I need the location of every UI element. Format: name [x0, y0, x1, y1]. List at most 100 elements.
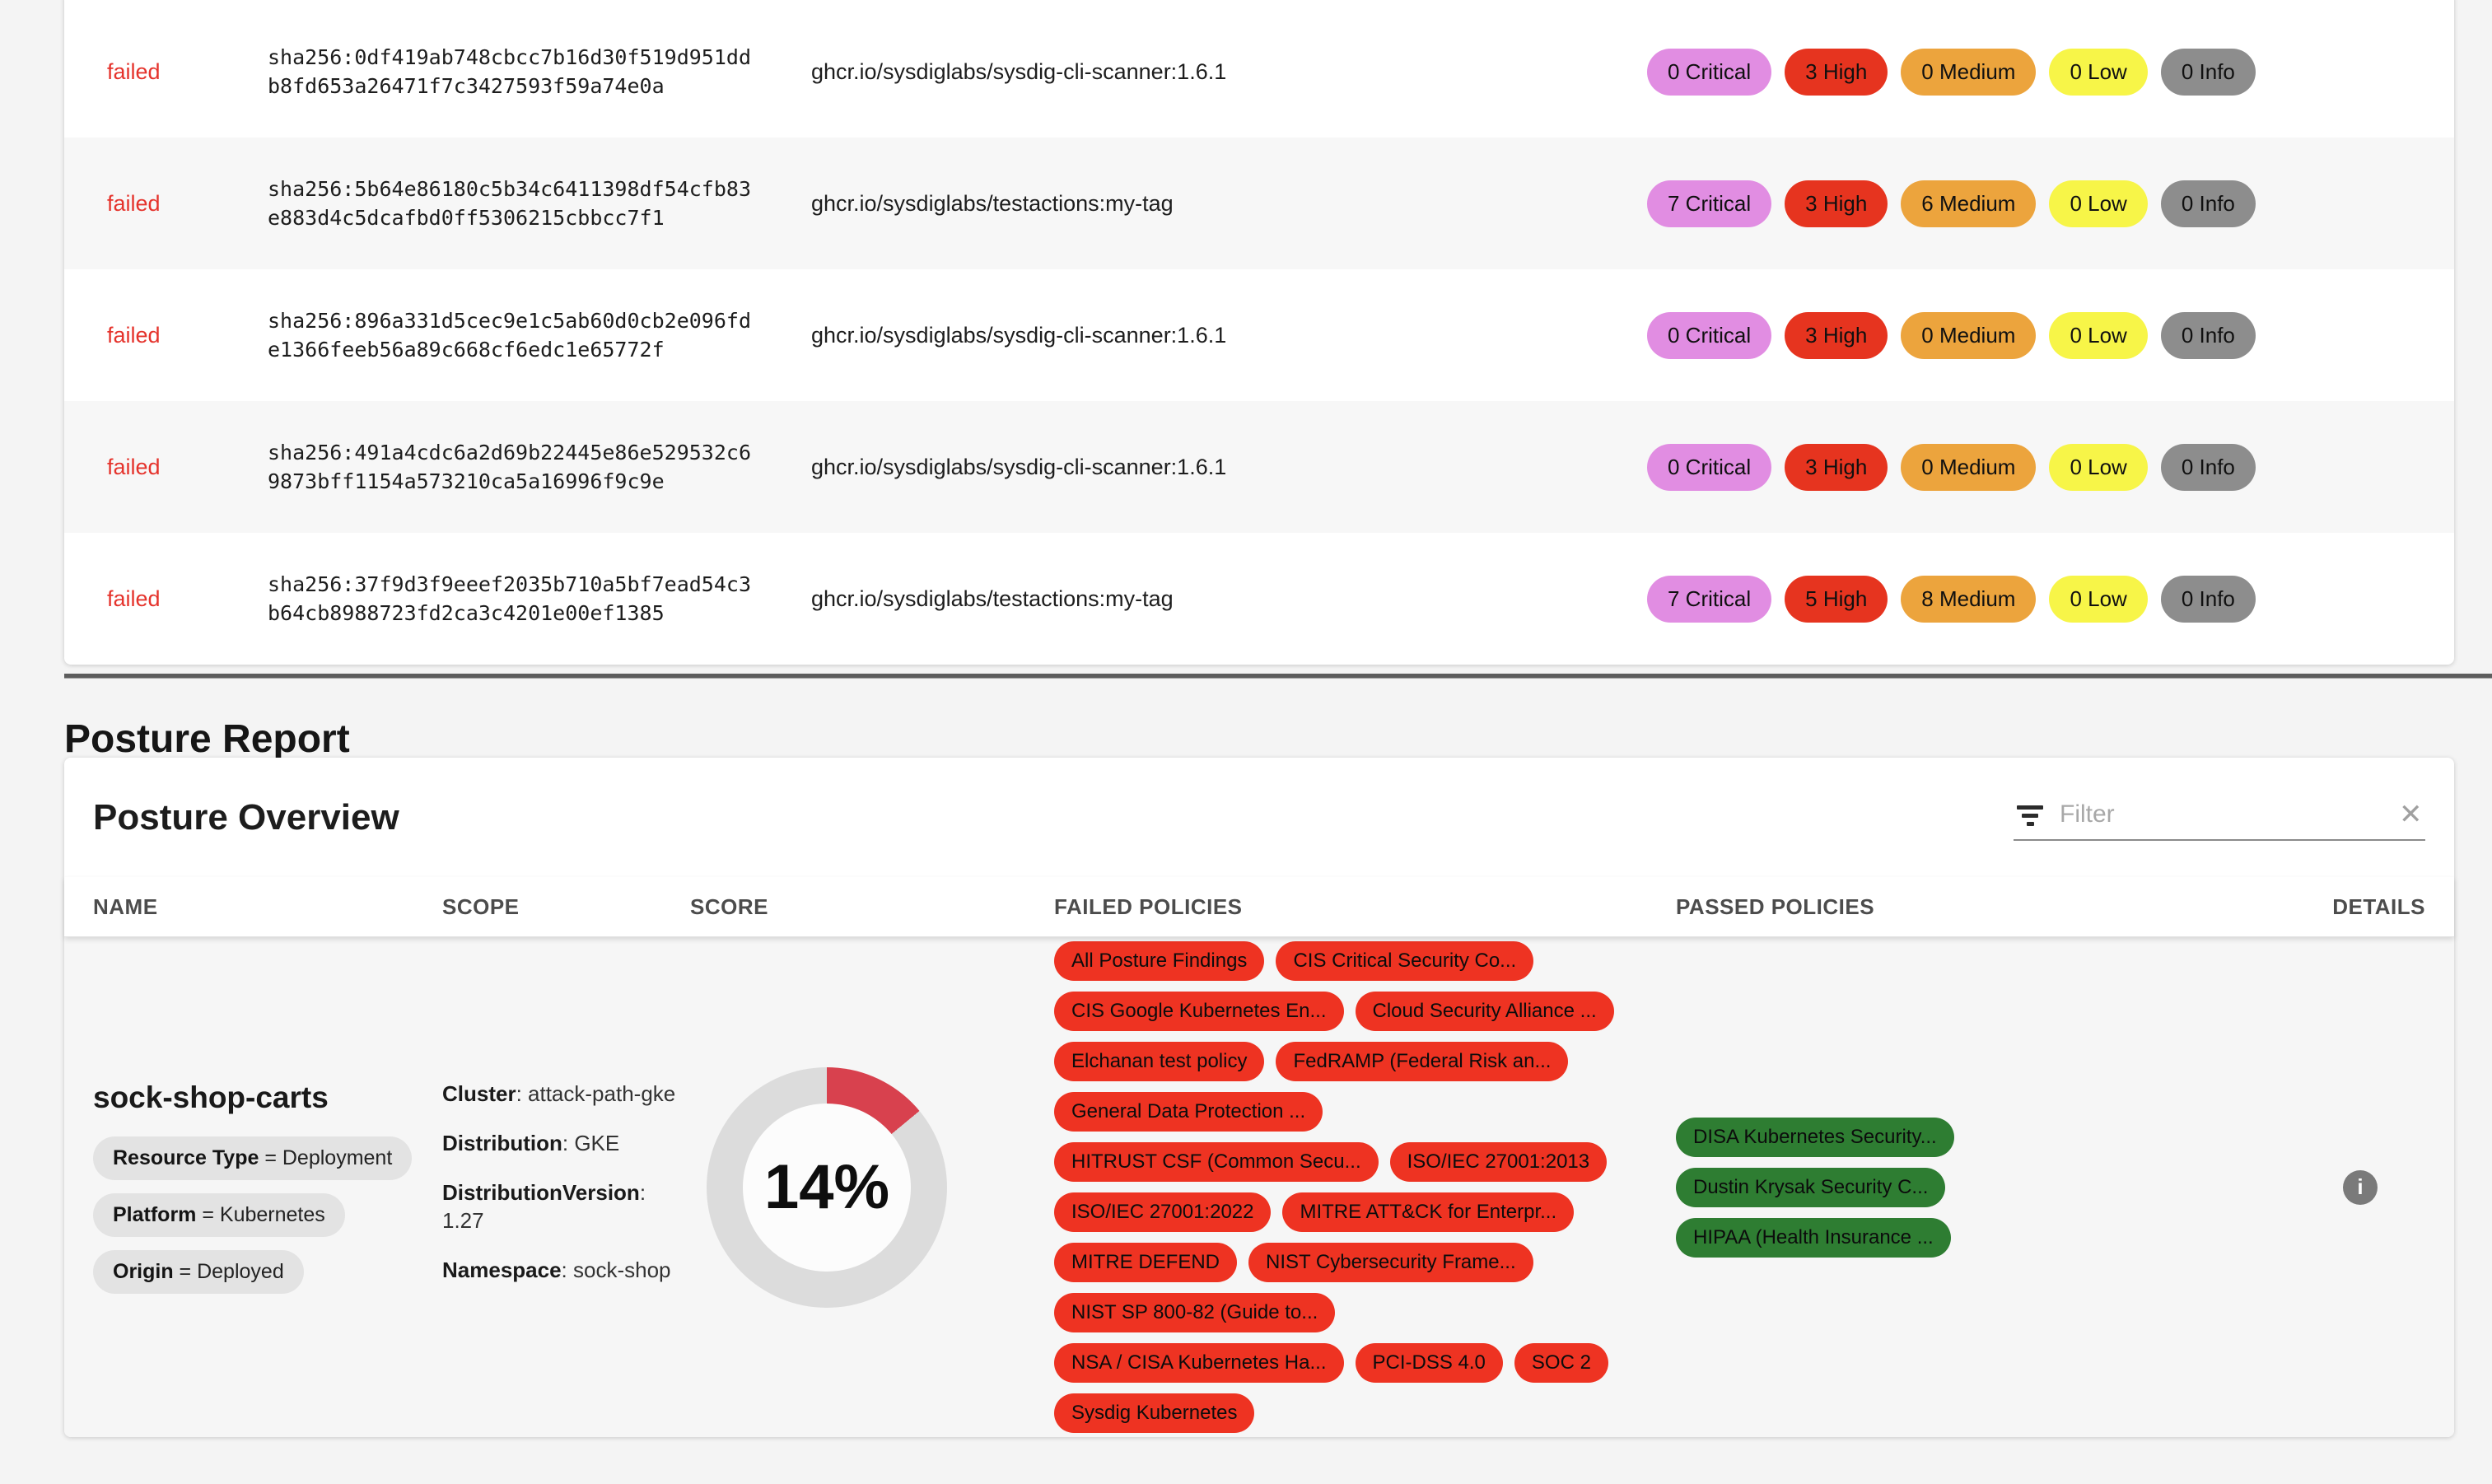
failed-policy-pill: HITRUST CSF (Common Secu...	[1054, 1142, 1379, 1182]
failed-policy-pill: General Data Protection ...	[1054, 1092, 1323, 1132]
filter-control: ✕	[2014, 795, 2425, 841]
header-failed-policies: FAILED POLICIES	[1054, 894, 1243, 919]
digest-line: e883d4c5dcafbd0ff5306215cbbcc7f1	[268, 206, 665, 230]
digest-line: 9873bff1154a573210ca5a16996f9c9e	[268, 469, 665, 493]
critical-badge: 7 Critical	[1647, 180, 1772, 227]
critical-badge: 7 Critical	[1647, 575, 1772, 623]
resource-name-cell: sock-shop-carts Resource Type = Deployme…	[93, 1080, 442, 1294]
scan-result-row: failed sha256:896a331d5cec9e1c5ab60d0cb2…	[64, 269, 2454, 401]
info-badge: 0 Info	[2160, 575, 2256, 623]
scan-result-row: failed sha256:5b64e86180c5b34c6411398df5…	[64, 138, 2454, 269]
image-digest: sha256:0df419ab748cbcc7b16d30f519d951dd …	[268, 43, 811, 100]
digest-line: sha256:491a4cdc6a2d69b22445e86e529532c6	[268, 441, 751, 464]
posture-overview-title: Posture Overview	[93, 796, 399, 838]
scan-result-row: failed sha256:37f9d3f9eeef2035b710a5bf7e…	[64, 533, 2454, 665]
failed-policy-pill: All Posture Findings	[1054, 941, 1265, 981]
scope-cluster: Cluster: attack-path-gke	[442, 1080, 676, 1106]
high-badge: 3 High	[1785, 180, 1888, 227]
failed-policy-pill: MITRE DEFEND	[1054, 1243, 1237, 1282]
digest-line: sha256:0df419ab748cbcc7b16d30f519d951dd	[268, 45, 751, 69]
failed-policy-pill: CIS Google Kubernetes En...	[1054, 992, 1344, 1031]
clear-filter-icon[interactable]: ✕	[2394, 800, 2428, 829]
image-digest: sha256:491a4cdc6a2d69b22445e86e529532c6 …	[268, 438, 811, 496]
high-badge: 3 High	[1785, 443, 1888, 491]
filter-icon	[2017, 802, 2043, 826]
digest-line: sha256:37f9d3f9eeef2035b710a5bf7ead54c3	[268, 572, 751, 596]
image-digest: sha256:896a331d5cec9e1c5ab60d0cb2e096fd …	[268, 306, 811, 364]
passed-policy-pill: Dustin Krysak Security C...	[1676, 1167, 1946, 1207]
score-donut-chart: 14%	[707, 1066, 947, 1308]
low-badge: 0 Low	[2049, 180, 2148, 227]
low-badge: 0 Low	[2049, 48, 2148, 96]
medium-badge: 0 Medium	[1901, 443, 2037, 491]
failed-policy-pill: ISO/IEC 27001:2022	[1054, 1192, 1272, 1232]
low-badge: 0 Low	[2049, 311, 2148, 359]
posture-table-header: NAME SCOPE SCORE FAILED POLICIES PASSED …	[64, 877, 2454, 937]
info-badge: 0 Info	[2160, 311, 2256, 359]
posture-table-row: sock-shop-carts Resource Type = Deployme…	[64, 937, 2454, 1437]
critical-badge: 0 Critical	[1647, 443, 1772, 491]
passed-policy-pill: HIPAA (Health Insurance ...	[1676, 1217, 1951, 1258]
info-badge: 0 Info	[2160, 180, 2256, 227]
failed-policy-pill: NIST SP 800-82 (Guide to...	[1054, 1293, 1336, 1332]
medium-badge: 0 Medium	[1901, 48, 2037, 96]
scope-cell: Cluster: attack-path-gke Distribution: G…	[442, 1070, 690, 1305]
critical-badge: 0 Critical	[1647, 311, 1772, 359]
resource-label-chips: Resource Type = Deployment Platform = Ku…	[93, 1136, 442, 1294]
scan-result-row: failed sha256:0df419ab748cbcc7b16d30f519…	[64, 6, 2454, 138]
failed-policy-pill: Cloud Security Alliance ...	[1355, 992, 1614, 1031]
resource-name: sock-shop-carts	[93, 1080, 329, 1114]
header-score: SCORE	[690, 894, 768, 919]
image-name: ghcr.io/sysdiglabs/sysdig-cli-scanner:1.…	[811, 322, 1227, 348]
image-name: ghcr.io/sysdiglabs/testactions:my-tag	[811, 586, 1174, 611]
scan-results-table: failed sha256:0df419ab748cbcc7b16d30f519…	[64, 0, 2454, 665]
info-icon[interactable]: i	[2343, 1169, 2378, 1205]
critical-badge: 0 Critical	[1647, 48, 1772, 96]
severity-badges: 0 Critical 3 High 0 Medium 0 Low 0 Info	[1647, 48, 2411, 96]
medium-badge: 6 Medium	[1901, 180, 2037, 227]
passed-policy-pill: DISA Kubernetes Security...	[1676, 1117, 1954, 1157]
severity-badges: 7 Critical 3 High 6 Medium 0 Low 0 Info	[1647, 180, 2411, 227]
high-badge: 3 High	[1785, 48, 1888, 96]
header-name: NAME	[93, 894, 158, 919]
digest-line: sha256:5b64e86180c5b34c6411398df54cfb83	[268, 177, 751, 201]
digest-line: e1366feeb56a89c668cf6edc1e65772f	[268, 338, 665, 362]
digest-line: b8fd653a26471f7c3427593f59a74e0a	[268, 74, 665, 98]
medium-badge: 0 Medium	[1901, 311, 2037, 359]
header-details: DETAILS	[2332, 894, 2425, 919]
label-chip: Platform = Kubernetes	[93, 1193, 345, 1237]
digest-line: sha256:896a331d5cec9e1c5ab60d0cb2e096fd	[268, 309, 751, 333]
scan-status: failed	[107, 58, 161, 84]
scan-status: failed	[107, 190, 161, 216]
digest-line: b64cb8988723fd2ca3c4201e00ef1385	[268, 601, 665, 625]
severity-badges: 7 Critical 5 High 8 Medium 0 Low 0 Info	[1647, 575, 2411, 623]
passed-policies-cell: DISA Kubernetes Security... Dustin Krysa…	[1676, 1117, 2219, 1258]
failed-policy-pill: NSA / CISA Kubernetes Ha...	[1054, 1343, 1344, 1383]
low-badge: 0 Low	[2049, 575, 2148, 623]
info-badge: 0 Info	[2160, 48, 2256, 96]
scope-distribution-version: DistributionVersion: 1.27	[442, 1179, 646, 1233]
high-badge: 3 High	[1785, 311, 1888, 359]
posture-overview-card: Posture Overview ✕ NAME SCOPE SCORE FAIL…	[64, 758, 2454, 1437]
scan-status: failed	[107, 322, 161, 348]
failed-policy-pill: MITRE ATT&CK for Enterpr...	[1282, 1192, 1575, 1232]
failed-policy-pill: PCI-DSS 4.0	[1355, 1343, 1503, 1383]
image-digest: sha256:37f9d3f9eeef2035b710a5bf7ead54c3 …	[268, 570, 811, 628]
header-scope: SCOPE	[442, 894, 520, 919]
section-divider	[64, 674, 2492, 679]
failed-policy-pill: Sysdig Kubernetes	[1054, 1393, 1255, 1433]
header-passed-policies: PASSED POLICIES	[1676, 894, 1875, 919]
score-value: 14%	[743, 1103, 911, 1272]
filter-input[interactable]	[2058, 799, 2379, 829]
scan-status: failed	[107, 586, 161, 611]
failed-policy-pill: FedRAMP (Federal Risk an...	[1276, 1042, 1569, 1081]
scope-namespace: Namespace: sock-shop	[442, 1257, 671, 1282]
failed-policy-pill: Elchanan test policy	[1054, 1042, 1265, 1081]
failed-policies-cell: All Posture Findings CIS Critical Securi…	[1054, 941, 1631, 1433]
details-cell: i	[2343, 1169, 2378, 1205]
low-badge: 0 Low	[2049, 443, 2148, 491]
medium-badge: 8 Medium	[1901, 575, 2037, 623]
scan-status: failed	[107, 454, 161, 479]
scope-distribution: Distribution: GKE	[442, 1130, 620, 1155]
failed-policy-pill: CIS Critical Security Co...	[1276, 941, 1534, 981]
